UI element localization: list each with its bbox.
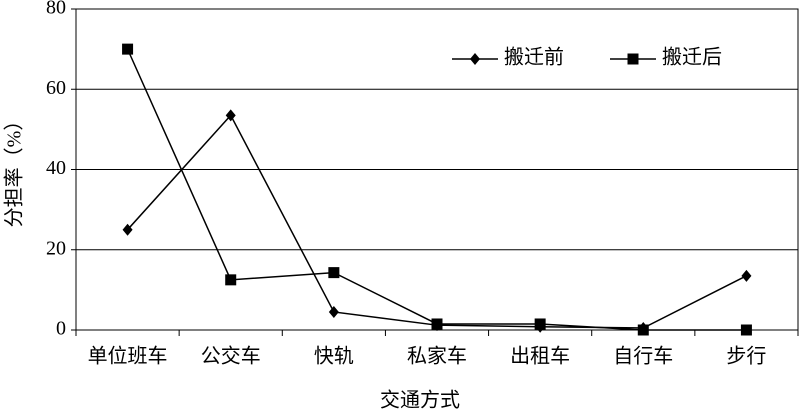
x-tick-label: 私家车 xyxy=(407,345,467,368)
marker xyxy=(470,53,480,65)
series-line xyxy=(127,114,747,329)
y-tick-label: 60 xyxy=(46,77,66,99)
legend-label: 搬迁前 xyxy=(504,46,564,69)
marker xyxy=(122,223,133,236)
x-tick-label: 步行 xyxy=(726,345,766,368)
marker xyxy=(534,318,546,330)
marker xyxy=(740,324,752,336)
marker xyxy=(627,53,639,65)
legend-label: 搬迁后 xyxy=(662,46,722,69)
y-tick-label: 0 xyxy=(56,318,66,340)
series-line xyxy=(126,48,747,331)
y-tick-label: 40 xyxy=(46,157,66,179)
y-axis-label: 分担率（%） xyxy=(3,111,26,228)
x-tick-label: 单位班车 xyxy=(88,345,168,368)
y-tick-label: 80 xyxy=(46,0,66,19)
x-tick-label: 公交车 xyxy=(201,345,261,368)
x-tick-label: 快轨 xyxy=(314,345,354,368)
marker xyxy=(328,305,339,318)
x-tick-label: 自行车 xyxy=(613,345,673,368)
marker xyxy=(225,274,237,286)
marker xyxy=(225,109,236,122)
marker xyxy=(122,43,134,55)
marker xyxy=(431,318,443,330)
y-tick-label: 20 xyxy=(46,237,66,259)
x-axis-label: 交通方式 xyxy=(380,389,460,412)
marker xyxy=(741,269,752,282)
x-tick-label: 出租车 xyxy=(510,345,570,368)
marker xyxy=(637,324,649,336)
marker xyxy=(328,267,340,279)
